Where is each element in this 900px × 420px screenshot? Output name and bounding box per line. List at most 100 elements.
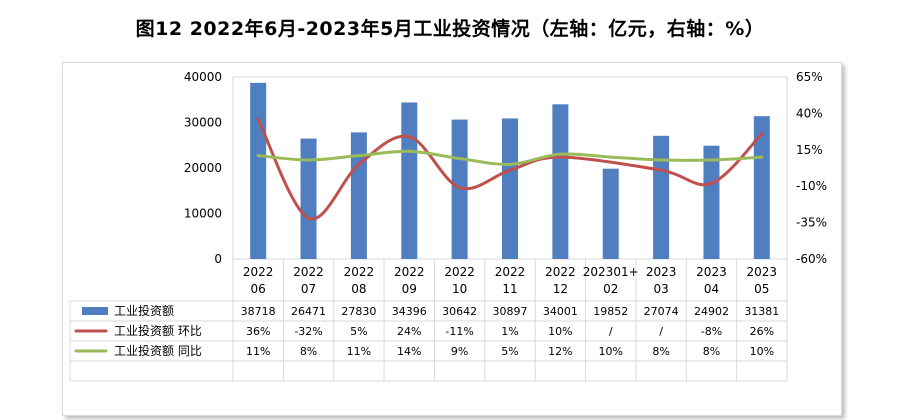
category-label: 2022 [344,265,375,279]
table-cell-value: -8% [701,325,722,338]
table-cell-value: 24% [397,325,421,338]
category-label: 04 [704,282,719,296]
table-cell-value: 38718 [241,305,276,318]
left-axis-tick-label: 30000 [184,116,222,130]
mom-point [307,216,311,220]
category-label: 2022 [243,265,274,279]
category-label: 2022 [444,265,475,279]
category-label: 12 [553,282,568,296]
right-axis-tick-label: 40% [796,106,823,120]
data-table: 2022 06 2022 07 2022 08 2022 09 2022 10 2022 11 2022… [69,259,788,382]
yoy-point [407,149,411,153]
chart-title: 图12 2022年6月-2023年5月工业投资情况（左轴：亿元，右轴：%） [135,18,765,40]
table-cell-value: 1% [501,325,518,338]
bar [602,168,619,259]
left-axis-tick-label: 0 [214,252,222,266]
bar [401,102,418,259]
table-cell-value: 8% [300,345,317,358]
bar [300,138,317,259]
bar [653,135,670,259]
table-cell-value: 26471 [291,305,326,318]
table-cell-value: 14% [397,345,421,358]
category-label: 2023 [747,265,778,279]
mom-point [357,162,361,166]
yoy-point [558,152,562,156]
mom-line [256,117,764,221]
category-label: 02 [603,282,618,296]
bar [451,119,468,259]
left-axis-tick-label: 10000 [184,207,222,221]
table-cell-value: 34001 [543,305,578,318]
table-cell-value: 36% [246,325,270,338]
category-label: 05 [754,282,769,296]
category-label: 2023 [646,265,677,279]
table-cell-value: 34396 [392,305,427,318]
table-cell-value: 8% [652,345,669,358]
left-axis-tick-label: 40000 [184,70,222,84]
mom-point [659,168,663,172]
table-cell-value: 10% [750,345,774,358]
table-cell-value: 11% [347,345,371,358]
table-cell-value: / [659,325,663,338]
mom-point [709,181,713,185]
table-cell-value: 26% [750,325,774,338]
bar [753,116,770,259]
yoy-point [760,155,764,159]
legend-key-bar [82,307,108,315]
mom-point [508,168,512,172]
table-cell-value: 30897 [493,305,528,318]
table-cell-value: 27830 [341,305,376,318]
table-cell-value: 10% [599,345,623,358]
category-label: 03 [653,282,668,296]
bar [552,104,569,260]
series-name: 工业投资额 [114,303,174,318]
bars-layer [250,82,770,260]
bar [703,145,720,259]
table-cell-value: 9% [451,345,468,358]
category-label: 06 [251,282,266,296]
category-label: 11 [502,282,517,296]
yoy-point [256,154,260,158]
table-cell-value: / [609,325,613,338]
category-label: 2023 [696,265,727,279]
table-cell-value: 5% [350,325,367,338]
right-axis-tick-label: -10% [796,179,827,193]
right-axis-tick-label: -35% [796,216,827,230]
yoy-point [659,158,663,162]
series-name: 工业投资额 同比 [114,343,202,358]
table-cell-value: -32% [294,325,322,338]
category-label: 2022 [394,265,425,279]
lines-layer [256,117,764,221]
table-cell-value: 8% [703,345,720,358]
table-cell-value: 24902 [694,305,729,318]
category-label: 202301+ [583,265,639,279]
table-cell-value: 12% [548,345,572,358]
yoy-point [458,157,462,161]
mom-point [558,155,562,159]
table-cell-value: 31381 [744,305,779,318]
bar [350,132,367,259]
category-label: 10 [452,282,467,296]
bar [250,82,267,259]
right-axis-tick-label: 15% [796,143,823,157]
mom-point [458,186,462,190]
category-label: 07 [301,282,316,296]
yoy-point [357,154,361,158]
yoy-point [709,158,713,162]
bar [502,118,518,260]
table-cell-value: 19852 [593,305,628,318]
yoy-point [508,162,512,166]
mom-point [760,132,764,136]
mom-point [256,117,260,121]
left-axis-tick-label: 20000 [184,161,222,175]
yoy-point [307,158,311,162]
table-cell-value: 27074 [644,305,679,318]
table-cell-value: 10% [548,325,572,338]
category-label: 08 [351,282,366,296]
mom-point [407,135,411,139]
series-name: 工业投资额 环比 [114,323,202,338]
right-axis-tick-label: 65% [796,70,823,84]
table-cell-value: 30642 [442,305,477,318]
category-label: 2022 [293,265,324,279]
